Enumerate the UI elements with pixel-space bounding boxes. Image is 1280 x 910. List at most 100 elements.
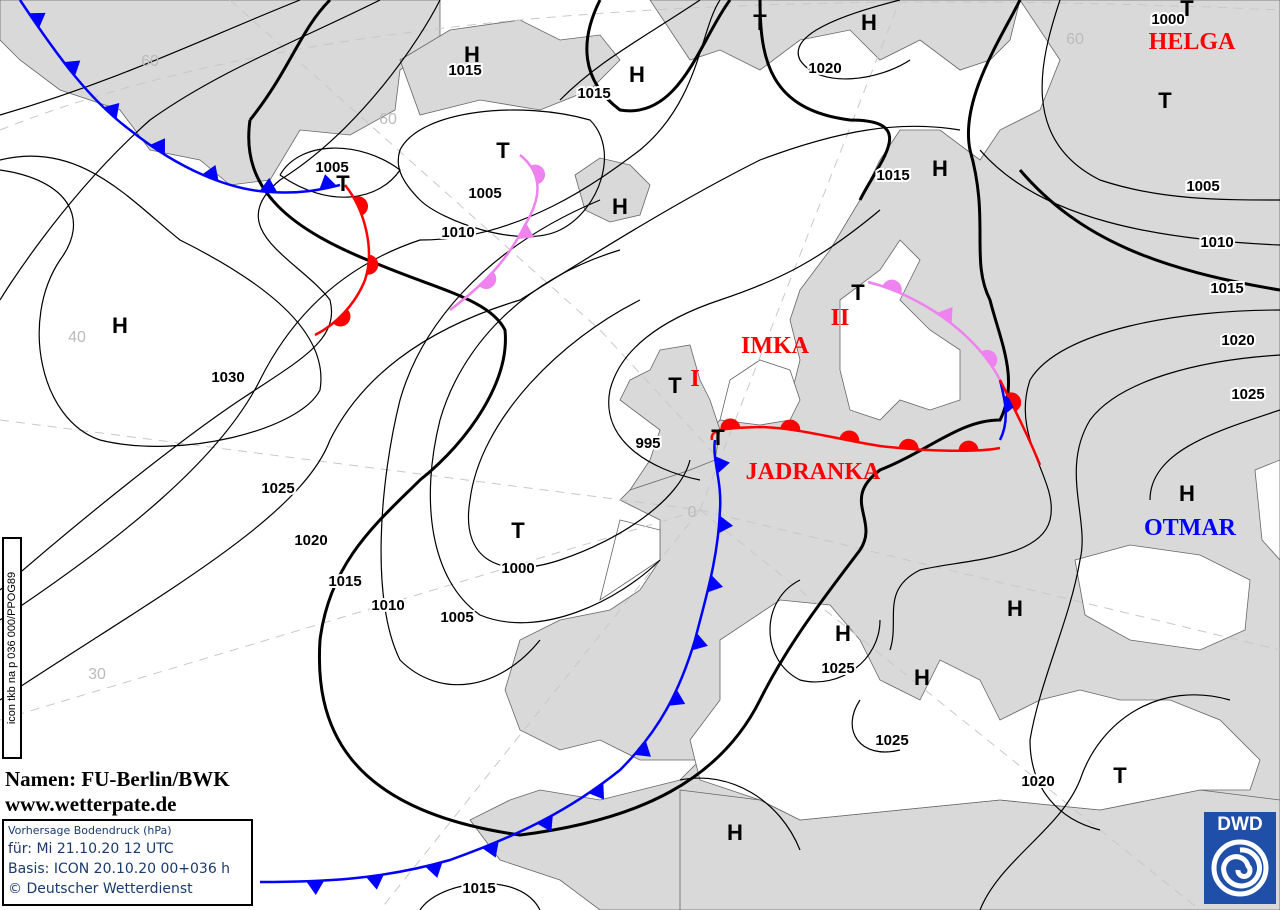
grid-label: 60 xyxy=(1066,31,1084,48)
high-pressure-center: H xyxy=(1007,596,1023,621)
high-pressure-center: H xyxy=(1179,481,1195,506)
cold-front-triangle xyxy=(588,782,605,800)
northern-land-top xyxy=(649,0,1021,71)
dwd-logo: DWD xyxy=(1204,812,1276,904)
dwd-logo-text: DWD xyxy=(1217,814,1263,835)
pressure-centers: H H H H H T T T T T T T T T H H H H T H … xyxy=(112,0,1195,845)
high-pressure-center: H xyxy=(914,665,930,690)
cold-front-triangle xyxy=(668,689,686,706)
high-pressure-center: H xyxy=(727,820,743,845)
name-imka-2: II xyxy=(831,305,850,331)
warm-front-semicircle xyxy=(367,254,379,275)
cold-front-triangle xyxy=(482,841,499,858)
warm-front-semicircle xyxy=(882,279,902,294)
occlusion-iceland xyxy=(449,154,539,311)
warm-front-semicircle xyxy=(780,419,801,431)
isobar-label: 1010 xyxy=(371,597,404,614)
warm-front-semicircle xyxy=(839,430,860,443)
cold-front-triangle xyxy=(937,306,953,324)
low-pressure-center: T xyxy=(496,138,510,163)
cold-front-triangle xyxy=(536,815,553,832)
name-imka-1: I xyxy=(690,366,699,392)
warm-front-semicircle xyxy=(531,164,546,184)
grid-label: 30 xyxy=(88,666,106,683)
low-pressure-center: T xyxy=(1180,0,1194,1)
cold-front-triangle xyxy=(517,223,535,239)
svalbard xyxy=(399,19,621,116)
isobar-label: 1015 xyxy=(577,85,610,102)
isobar-label: 1020 xyxy=(1021,773,1054,790)
warm-front-semicircle xyxy=(898,438,919,450)
isobar-label: 1005 xyxy=(315,159,348,176)
isobar-label: 1015 xyxy=(462,880,495,897)
cold-front-triangle xyxy=(1004,395,1019,414)
low-pressure-center: T xyxy=(511,518,525,543)
cold-front-triangle xyxy=(306,880,325,895)
name-imka: IMKA xyxy=(741,333,810,359)
isobar-label: 1025 xyxy=(875,732,908,749)
cold-front-triangle xyxy=(63,60,81,77)
credits: Namen: FU-Berlin/BWK www.wetterpate.de xyxy=(5,767,230,817)
high-pressure-center: H xyxy=(612,194,628,219)
caspian-sea xyxy=(1254,459,1280,561)
grid-label: 60 xyxy=(379,111,397,128)
isobar-label: 1005 xyxy=(440,609,473,626)
north-sea xyxy=(719,359,801,426)
website-credit: www.wetterpate.de xyxy=(5,792,177,816)
high-pressure-center: H xyxy=(932,156,948,181)
low-pressure-center: T xyxy=(851,280,865,305)
cold-front-triangle xyxy=(714,455,730,474)
isobar-label: 1015 xyxy=(448,62,481,79)
isobar-label: 1020 xyxy=(294,532,327,549)
low-pressure-center: T xyxy=(1113,763,1127,788)
info-copyright: © Deutscher Wetterdienst xyxy=(8,881,193,897)
fronts xyxy=(18,0,1042,895)
isobar-label: 1000 xyxy=(1151,11,1184,28)
grid-label: 60 xyxy=(141,53,159,70)
isobar-label: 1005 xyxy=(1186,178,1219,195)
warm-front-imka xyxy=(998,379,1042,466)
warm-front-jadranka xyxy=(710,425,1001,453)
low-pressure-center: T xyxy=(1180,0,1194,21)
low-pressure-center: T xyxy=(668,373,682,398)
warm-front-semicircle xyxy=(479,271,497,289)
low-pressure-center: T xyxy=(336,171,350,196)
isobar-label: 1015 xyxy=(328,573,361,590)
isobar-label: 1000 xyxy=(501,560,534,577)
isobar-label: 1010 xyxy=(441,224,474,241)
cold-front-triangle xyxy=(366,874,384,890)
british-isles xyxy=(619,344,721,491)
cold-front-jadranka xyxy=(259,439,722,884)
product-code: icon tkb na p 036 000/PPOG89 xyxy=(6,571,18,725)
greenland xyxy=(0,0,441,186)
baltic-sea xyxy=(839,239,961,421)
cold-front-triangle xyxy=(149,138,166,155)
low-pressure-center: T xyxy=(753,10,767,35)
grid-labels: 60 60 40 30 0 60 xyxy=(68,31,1084,683)
warm-front-semicircle xyxy=(958,440,979,451)
name-otmar: OTMAR xyxy=(1144,515,1237,541)
high-pressure-center: H xyxy=(112,313,128,338)
cold-front-triangle xyxy=(691,633,708,651)
isobar-label: 1030 xyxy=(211,369,244,386)
info-basis: Basis: ICON 20.10.20 00+036 h xyxy=(8,861,231,877)
low-pressure-center: T xyxy=(711,425,725,450)
warm-front-semicircle xyxy=(720,418,741,430)
isobar-label: 1025 xyxy=(821,660,854,677)
name-jadranka: JADRANKA xyxy=(746,459,881,485)
isobar-label: 995 xyxy=(635,435,660,452)
warm-front-semicircle xyxy=(981,349,998,368)
cold-front-triangle xyxy=(201,164,219,182)
north-africa xyxy=(679,789,1280,910)
high-pressure-center: H xyxy=(835,621,851,646)
isobar-label: 1015 xyxy=(1210,280,1243,297)
seas xyxy=(599,239,1280,821)
isobar-label: 1020 xyxy=(808,60,841,77)
warm-front-semicircle xyxy=(1006,392,1022,412)
occlusion-imka xyxy=(867,280,1002,381)
grid-label: 40 xyxy=(68,329,86,346)
isobar-labels: 1015 1015 1020 1000 1005 1005 1010 1015 … xyxy=(209,9,1266,899)
cold-front-triangle xyxy=(718,515,734,534)
